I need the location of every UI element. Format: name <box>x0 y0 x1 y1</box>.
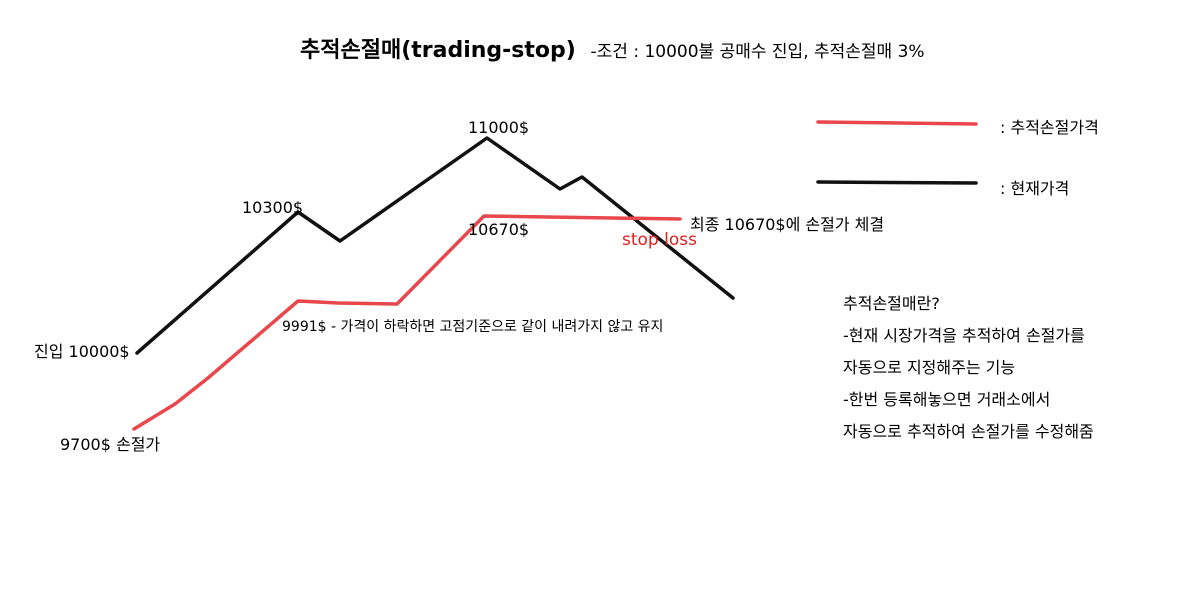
title-main: 추적손절매(trading-stop) <box>300 38 576 63</box>
description-line: 자동으로 추적하여 손절가를 수정해줌 <box>843 422 1094 441</box>
label-stop-note: 9991$ - 가격이 하락하면 고점기준으로 같이 내려가지 않고 유지 <box>282 319 664 335</box>
description-block: 추적손절매란? -현재 시장가격을 추적하여 손절가를 자동으로 지정해주는 기… <box>843 288 1094 448</box>
description-line: -한번 등록해놓으면 거래소에서 <box>843 390 1051 409</box>
legend-current-price-swatch <box>816 180 978 185</box>
label-stop-loss: stop loss <box>622 230 697 250</box>
description-line: -현재 시장가격을 추적하여 손절가를 <box>843 326 1085 345</box>
label-initial-stop: 9700$ 손절가 <box>60 435 161 454</box>
label-entry: 진입 10000$ <box>34 342 130 361</box>
label-stop-level: 10670$ <box>468 220 530 239</box>
legend-current-price-label: : 현재가격 <box>1000 179 1070 198</box>
page-title: 추적손절매(trading-stop) -조건 : 10000불 공매수 진입,… <box>300 32 925 64</box>
label-peak-2: 11000$ <box>468 118 530 137</box>
current-price-line <box>135 136 735 355</box>
description-line: 자동으로 지정해주는 기능 <box>843 358 1016 377</box>
label-final: 최종 10670$에 손절가 체결 <box>690 215 885 234</box>
legend-trailing-stop-label: : 추적손절가격 <box>1000 118 1099 137</box>
legend-trailing-stop-swatch <box>816 120 978 126</box>
label-peak-1: 10300$ <box>242 198 304 217</box>
title-condition: -조건 : 10000불 공매수 진입, 추적손절매 3% <box>590 42 925 62</box>
trailing-stop-line <box>132 214 682 431</box>
description-heading: 추적손절매란? <box>843 294 940 313</box>
